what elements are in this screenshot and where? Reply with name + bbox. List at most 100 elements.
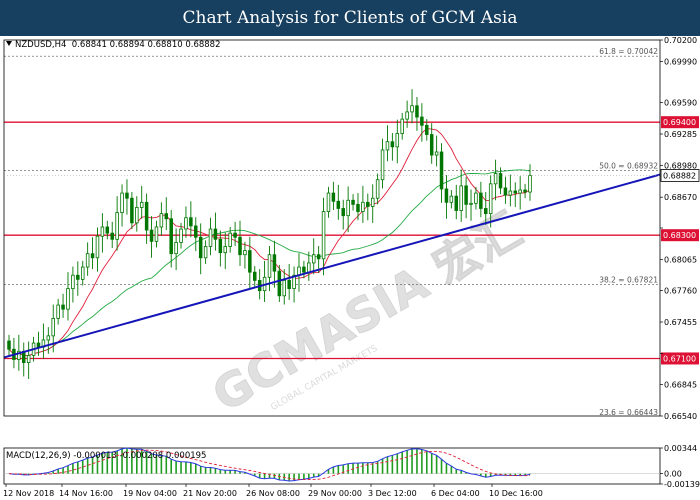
candle-body: [144, 201, 149, 231]
candle-body: [154, 226, 159, 242]
candle-body: [26, 354, 31, 363]
candle-body: [66, 288, 70, 310]
time-axis-label: 14 Nov 16:00: [59, 489, 113, 498]
dropdown-triangle-icon[interactable]: [6, 41, 12, 46]
fib-level-label: 38.2 = 0.67821: [599, 275, 658, 284]
candle-body: [341, 208, 345, 217]
candle-body: [479, 192, 483, 209]
candle-body: [488, 183, 493, 215]
candle-body: [277, 270, 282, 297]
candle-body: [302, 266, 306, 273]
candle-body: [474, 192, 478, 204]
candle-body: [135, 207, 139, 224]
time-axis-label: 6 Dec 04:00: [431, 489, 480, 498]
candle-body: [528, 175, 532, 193]
candle-body: [429, 134, 434, 156]
candle-body: [238, 236, 242, 256]
macd-main-line: [8, 447, 531, 482]
candle-body: [248, 250, 252, 273]
candle-body: [449, 195, 454, 203]
candle-body: [208, 228, 213, 247]
macd-axis-label: 0.00344: [664, 444, 697, 453]
candle-body: [139, 201, 144, 208]
level-tag-label: 0.67100: [663, 354, 696, 363]
candle-body: [61, 304, 65, 310]
candle-body: [405, 111, 409, 120]
candle-body: [287, 279, 291, 290]
candle-body: [434, 151, 439, 156]
candle-body: [149, 229, 154, 242]
chart-banner-title: Chart Analysis for Clients of GCM Asia: [0, 0, 700, 36]
candle-body: [336, 200, 341, 209]
candle-body: [513, 190, 518, 194]
ohlc-values: 0.68841 0.68894 0.68810 0.68882: [71, 40, 221, 50]
macd-axis-label: 0.00: [664, 470, 682, 479]
candle-body: [223, 246, 228, 254]
candle-body: [400, 118, 404, 134]
candle-body: [267, 254, 272, 278]
price-axis: 0.70200 0.69990 0.69590 0.69285 0.68980 0.686…: [3, 36, 700, 421]
candle-body: [321, 211, 326, 260]
candle-body: [366, 201, 370, 207]
candle-body: [493, 173, 498, 185]
candle-body: [292, 274, 296, 290]
time-axis-label: 3 Dec 12:00: [368, 489, 417, 498]
candle-body: [120, 192, 124, 213]
candle-body: [7, 340, 11, 350]
candle-body: [331, 192, 336, 202]
time-axis-label: 10 Dec 16:00: [489, 489, 543, 498]
candle-body: [194, 225, 198, 238]
current-price-tag: [660, 169, 700, 182]
candle-body: [385, 141, 390, 151]
price-axis-label: 0.67760: [664, 287, 697, 296]
fib-levels: 61.8 = 0.70042 50.0 = 0.68932 38.2 = 0.678…: [4, 47, 660, 417]
candle-body: [179, 228, 183, 243]
candle-body: [80, 266, 85, 280]
candle-body: [56, 304, 60, 319]
candle-body: [130, 197, 134, 224]
candle-body: [253, 271, 257, 281]
candle-body: [228, 232, 232, 247]
candle-body: [100, 226, 105, 237]
price-axis-label: 0.70200: [664, 36, 697, 45]
candle-body: [395, 133, 400, 148]
candle-body: [454, 195, 459, 211]
candle-body: [174, 241, 178, 255]
candle-body: [380, 149, 385, 181]
candle-body: [316, 254, 321, 260]
symbol-header: NZDUSD,H4 0.68841 0.68894 0.68810 0.6888…: [6, 40, 221, 50]
time-axis-label: 21 Nov 20:00: [183, 489, 237, 498]
candle-body: [464, 185, 468, 205]
candle-body: [498, 173, 503, 189]
candle-body: [370, 197, 375, 207]
fib-level-label: 23.6 = 0.66443: [599, 408, 658, 417]
price-axis-label: 0.69990: [664, 58, 697, 67]
candle-body: [164, 213, 169, 220]
candle-body: [198, 236, 203, 259]
macd-panel-frame: [3, 447, 661, 485]
price-axis-label: 0.67455: [664, 318, 697, 327]
price-axis-label: 0.66540: [664, 412, 697, 421]
candle-body: [459, 185, 463, 211]
candle-body: [169, 218, 173, 255]
candle-body: [503, 187, 508, 196]
macd-signal-line: [8, 449, 531, 481]
price-axis-label: 0.69590: [664, 99, 697, 108]
candle-body: [375, 179, 380, 199]
time-axis-label: 26 Nov 08:00: [246, 489, 300, 498]
candle-body: [326, 192, 331, 212]
macd-header: MACD(12,26,9) -0.000013 -0.000208 0.0001…: [6, 451, 207, 461]
time-axis-label: 12 Nov 2018: [3, 489, 54, 498]
candle-body: [105, 226, 110, 234]
time-axis: 12 Nov 2018 14 Nov 16:00 19 Nov 04:00 21 No…: [3, 484, 543, 498]
candle-body: [110, 232, 114, 240]
candle-body: [71, 274, 75, 290]
candle-body: [508, 190, 513, 196]
candle-body: [420, 116, 424, 126]
time-axis-label: 29 Nov 00:00: [308, 489, 362, 498]
candle-body: [243, 250, 247, 256]
fib-level-label: 61.8 = 0.70042: [599, 47, 658, 56]
candle-body: [361, 201, 365, 212]
level-tag: [661, 116, 699, 129]
